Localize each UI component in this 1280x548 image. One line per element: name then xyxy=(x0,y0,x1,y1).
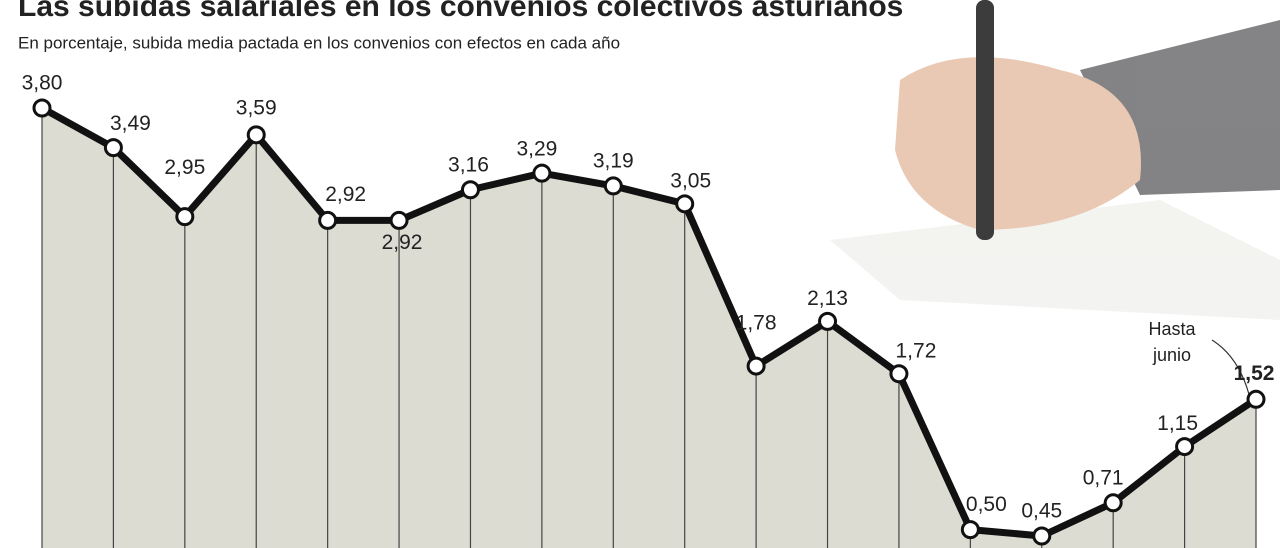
value-label: 1,72 xyxy=(896,339,937,362)
area xyxy=(42,108,1256,548)
value-label: 3,80 xyxy=(22,72,63,95)
point xyxy=(460,180,480,200)
value-label: 2,13 xyxy=(807,287,848,310)
value-label: 0,45 xyxy=(1021,500,1062,523)
value-label: 3,49 xyxy=(110,112,151,135)
point xyxy=(532,163,552,183)
value-label: 3,59 xyxy=(236,96,277,119)
point xyxy=(1175,437,1195,457)
point xyxy=(175,207,195,227)
point xyxy=(889,364,909,384)
point xyxy=(675,194,695,214)
annotation: junio xyxy=(1152,345,1191,365)
illustration xyxy=(830,0,1280,320)
point xyxy=(746,356,766,376)
line xyxy=(40,104,1258,540)
value-label: 3,19 xyxy=(593,149,634,172)
value-label: 2,92 xyxy=(382,231,423,254)
point xyxy=(960,520,980,540)
value-label: 0,71 xyxy=(1083,466,1124,489)
value-label: 2,95 xyxy=(164,156,205,179)
point xyxy=(389,210,409,230)
point xyxy=(246,125,266,145)
value-label: 3,29 xyxy=(516,138,557,161)
value-label: 1,78 xyxy=(736,312,777,335)
value-label: 3,16 xyxy=(448,153,489,176)
pen xyxy=(976,0,994,240)
value-label: 1,52 xyxy=(1234,362,1275,385)
point xyxy=(32,98,52,118)
point xyxy=(1246,389,1266,409)
value-label: 2,92 xyxy=(325,183,366,206)
point xyxy=(603,176,623,196)
point xyxy=(318,210,338,230)
value-label: 1,15 xyxy=(1157,412,1198,435)
chart-title: Las subidas salariales en los convenios … xyxy=(18,0,903,23)
point xyxy=(1032,526,1052,546)
chart-subtitle: En porcentaje, subida media pactada en l… xyxy=(18,33,620,52)
point xyxy=(818,311,838,331)
value-label: 0,50 xyxy=(966,493,1007,516)
point xyxy=(103,138,123,158)
value-label: 3,05 xyxy=(670,169,711,192)
annotation: Hasta xyxy=(1148,319,1196,339)
point xyxy=(1103,493,1123,513)
